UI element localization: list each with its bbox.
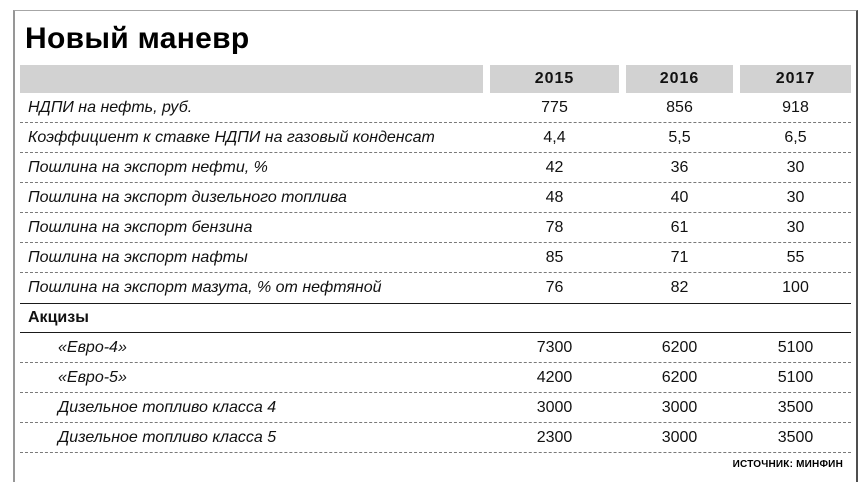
row-value: 30 [786, 218, 805, 236]
row-value: 2300 [536, 428, 573, 446]
row-value: 48 [545, 188, 564, 206]
row-value: 3500 [777, 398, 814, 416]
row-value: 100 [782, 279, 809, 296]
table-row: Дизельное топливо класса 4 3000 3000 3500 [20, 393, 851, 423]
table-row: «Евро-5» 4200 6200 5100 [20, 363, 851, 393]
row-value: 76 [545, 279, 564, 296]
header-year-cell: 2016 [626, 65, 733, 93]
row-value: 7300 [536, 338, 573, 356]
table-row: «Евро-4» 7300 6200 5100 [20, 333, 851, 363]
row-value: 30 [786, 158, 805, 176]
table-row: Пошлина на экспорт мазута, % от нефтяной… [20, 273, 851, 303]
row-label: «Евро-5» [58, 368, 127, 386]
row-label: НДПИ на нефть, руб. [28, 98, 193, 116]
row-value: 78 [545, 218, 564, 236]
row-value: 40 [670, 188, 689, 206]
row-value: 36 [670, 158, 689, 176]
row-value: 6,5 [784, 128, 807, 146]
section-row: Акцизы [20, 303, 851, 333]
row-value: 5100 [777, 338, 814, 356]
table-body: НДПИ на нефть, руб. 775 856 918 Коэффициент … [20, 93, 851, 453]
row-label: Пошлина на экспорт мазута, % от нефтяной [28, 279, 382, 296]
infographic-panel: Новый маневр 2015 2016 2017 НДПИ на нефть,… [13, 10, 858, 482]
row-value: 61 [670, 218, 689, 236]
row-value: 85 [545, 248, 564, 266]
header-year-cell: 2015 [490, 65, 619, 93]
header-label-cell [20, 65, 483, 93]
row-value: 4,4 [543, 128, 566, 146]
header-year-cell: 2017 [740, 65, 851, 93]
table-row: Пошлина на экспорт нефти, % 42 36 30 [20, 153, 851, 183]
table-row: Пошлина на экспорт нафты 85 71 55 [20, 243, 851, 273]
row-value: 42 [545, 158, 564, 176]
table-row: Пошлина на экспорт дизельного топлива 48 4… [20, 183, 851, 213]
row-label: «Евро-4» [58, 338, 127, 356]
row-value: 5100 [777, 368, 814, 386]
table-header-row: 2015 2016 2017 [20, 65, 851, 93]
row-value: 3000 [661, 398, 698, 416]
row-label: Пошлина на экспорт нафты [28, 248, 248, 266]
row-value: 30 [786, 188, 805, 206]
row-label: Акцизы [28, 309, 89, 326]
row-value: 918 [782, 98, 809, 116]
row-value: 775 [541, 98, 568, 116]
row-label: Дизельное топливо класса 5 [58, 428, 277, 446]
row-value: 82 [670, 279, 689, 296]
table-row: НДПИ на нефть, руб. 775 856 918 [20, 93, 851, 123]
row-label: Пошлина на экспорт нефти, % [28, 158, 268, 176]
table-row: Коэффициент к ставке НДПИ на газовый кон… [20, 123, 851, 153]
row-value: 3000 [661, 428, 698, 446]
row-value: 3000 [536, 398, 573, 416]
page-title: Новый маневр [25, 22, 250, 55]
row-value: 3500 [777, 428, 814, 446]
table-row: Пошлина на экспорт бензина 78 61 30 [20, 213, 851, 243]
row-value: 6200 [661, 368, 698, 386]
row-value: 55 [786, 248, 805, 266]
source-note: ИСТОЧНИК: МИНФИН [732, 459, 843, 470]
data-table: 2015 2016 2017 НДПИ на нефть, руб. 775 856 91… [20, 65, 851, 453]
row-label: Пошлина на экспорт дизельного топлива [28, 188, 347, 206]
row-label: Пошлина на экспорт бензина [28, 218, 253, 236]
row-value: 856 [666, 98, 693, 116]
row-value: 4200 [536, 368, 573, 386]
row-value: 5,5 [668, 128, 691, 146]
row-label: Коэффициент к ставке НДПИ на газовый кон… [28, 128, 435, 146]
row-label: Дизельное топливо класса 4 [58, 398, 277, 416]
table-row: Дизельное топливо класса 5 2300 3000 3500 [20, 423, 851, 453]
row-value: 71 [670, 248, 689, 266]
row-value: 6200 [661, 338, 698, 356]
